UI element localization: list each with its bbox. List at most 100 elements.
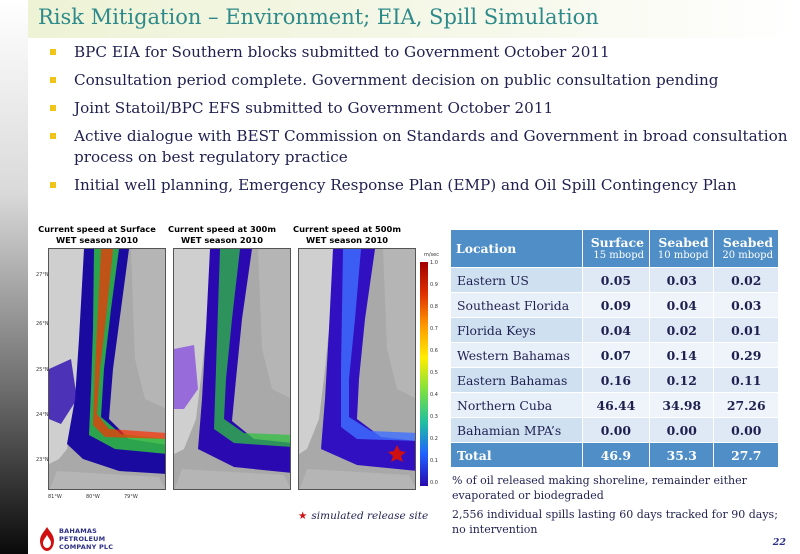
colorbar-tick: 0.0 <box>430 480 438 486</box>
map-caption-300m: Current speed at 300m WET season 2010 <box>161 224 283 246</box>
caption-text: Current speed at Surface WET season 2010 <box>38 224 156 245</box>
lat-label: 23°N <box>36 457 49 463</box>
header-label: Seabed <box>658 235 709 250</box>
flame-logo-icon <box>40 527 54 551</box>
release-site-star-icon <box>388 445 406 462</box>
map-panel-300m <box>173 248 291 490</box>
table-cell: Bahamian MPA’s <box>450 417 583 443</box>
colorbar-tick: 1.0 <box>430 260 438 266</box>
square-bullet-icon <box>50 182 56 188</box>
bullet-list: BPC EIA for Southern blocks submitted to… <box>50 42 790 203</box>
bullet-text: BPC EIA for Southern blocks submitted to… <box>74 43 610 61</box>
shoreline-impact-table: Location Surface 15 mbopd Seabed 10 mbopd … <box>450 229 779 468</box>
company-logo: BAHAMAS PETROLEUM COMPANY PLC <box>38 525 158 553</box>
star-icon: ★ <box>298 510 308 522</box>
table-cell: 27.26 <box>713 392 779 418</box>
header-label: Location <box>456 241 517 256</box>
table-cell: 35.3 <box>649 442 715 468</box>
logo-text: BAHAMAS PETROLEUM COMPANY PLC <box>59 527 113 551</box>
table-cell: 0.02 <box>649 317 715 343</box>
lon-label: 81°W <box>48 494 62 500</box>
square-bullet-icon <box>50 133 56 139</box>
table-cell: 0.03 <box>713 292 779 318</box>
column-header-seabed-10: Seabed 10 mbopd <box>649 229 715 268</box>
table-cell: 0.04 <box>649 292 715 318</box>
current-map-surface <box>49 249 165 489</box>
table-cell: 0.11 <box>713 367 779 393</box>
table-cell: 0.03 <box>649 267 715 293</box>
logo-line: PETROLEUM <box>59 535 106 543</box>
map-caption-surface: Current speed at Surface WET season 2010 <box>36 224 158 246</box>
bullet-text: Initial well planning, Emergency Respons… <box>74 176 737 194</box>
table-cell: 0.00 <box>713 417 779 443</box>
colorbar-tick: 0.7 <box>430 326 438 332</box>
table-cell: 0.12 <box>649 367 715 393</box>
table-footnote: % of oil released making shoreline, rema… <box>452 474 747 502</box>
table-cell: 0.01 <box>713 317 779 343</box>
table-cell: 0.04 <box>581 317 651 343</box>
table-cell: 34.98 <box>649 392 715 418</box>
table-cell: 0.29 <box>713 342 779 368</box>
table-cell: 0.16 <box>581 367 651 393</box>
map-caption-500m: Current speed at 500m WET season 2010 <box>286 224 408 246</box>
table-cell: Florida Keys <box>450 317 583 343</box>
lat-label: 25°N <box>36 367 49 373</box>
header-sub: 10 mbopd <box>657 250 709 261</box>
table-cell: Western Bahamas <box>450 342 583 368</box>
bullet-item: Joint Statoil/BPC EFS submitted to Gover… <box>50 98 790 119</box>
map-panel-surface <box>48 248 166 490</box>
page-number: 22 <box>772 537 786 548</box>
column-header-location: Location <box>450 229 583 268</box>
lon-label: 79°W <box>124 494 138 500</box>
title-band <box>28 0 800 38</box>
table-cell: Eastern US <box>450 267 583 293</box>
lat-label: 24°N <box>36 412 49 418</box>
bullet-item: Active dialogue with BEST Commission on … <box>50 126 790 168</box>
header-sub: 20 mbopd <box>722 250 773 261</box>
colorbar-tick: 0.3 <box>430 414 438 420</box>
header-label: Surface <box>590 235 645 250</box>
table-cell: 46.9 <box>581 442 651 468</box>
table-header-row: Location Surface 15 mbopd Seabed 10 mbopd … <box>450 229 779 268</box>
logo-line: BAHAMAS <box>59 527 98 535</box>
bullet-text: Joint Statoil/BPC EFS submitted to Gover… <box>74 99 554 117</box>
table-cell: Northern Cuba <box>450 392 583 418</box>
lat-label: 27°N <box>36 272 49 278</box>
current-map-300m <box>174 249 290 489</box>
column-header-surface: Surface 15 mbopd <box>581 229 651 268</box>
speed-colorbar <box>420 262 428 486</box>
table-cell: 0.05 <box>581 267 651 293</box>
colorbar-tick: 0.9 <box>430 282 438 288</box>
table-row: Southeast Florida 0.09 0.04 0.03 <box>450 292 779 318</box>
lat-label: 26°N <box>36 321 49 327</box>
table-cell: Total <box>450 442 583 468</box>
table-cell: 0.00 <box>581 417 651 443</box>
lon-label: 80°W <box>86 494 100 500</box>
bullet-item: Consultation period complete. Government… <box>50 70 790 91</box>
simulation-footnote: 2,556 individual spills lasting 60 days … <box>452 508 778 536</box>
slide-title: Risk Mitigation – Environment; EIA, Spil… <box>38 5 599 29</box>
header-label: Seabed <box>722 235 773 250</box>
left-gradient-bar <box>0 0 28 554</box>
caption-text: Current speed at 500m WET season 2010 <box>293 224 401 245</box>
square-bullet-icon <box>50 105 56 111</box>
current-map-500m <box>299 249 415 489</box>
header-sub: 15 mbopd <box>593 250 645 261</box>
colorbar-tick: 0.1 <box>430 458 438 464</box>
bullet-item: BPC EIA for Southern blocks submitted to… <box>50 42 790 63</box>
table-cell: Eastern Bahamas <box>450 367 583 393</box>
colorbar-tick: 0.5 <box>430 370 438 376</box>
table-cell: 46.44 <box>581 392 651 418</box>
caption-text: Current speed at 300m WET season 2010 <box>168 224 276 245</box>
logo-line: COMPANY PLC <box>59 543 114 551</box>
release-note-text: simulated release site <box>311 510 429 522</box>
square-bullet-icon <box>50 77 56 83</box>
colorbar-tick: 0.4 <box>430 392 438 398</box>
release-site-note: ★ simulated release site <box>298 510 428 522</box>
table-cell: 27.7 <box>713 442 779 468</box>
square-bullet-icon <box>50 49 56 55</box>
table-row: Eastern Bahamas 0.16 0.12 0.11 <box>450 367 779 393</box>
bullet-text: Active dialogue with BEST Commission on … <box>74 127 788 166</box>
table-cell: 0.07 <box>581 342 651 368</box>
table-row: Eastern US 0.05 0.03 0.02 <box>450 267 779 293</box>
